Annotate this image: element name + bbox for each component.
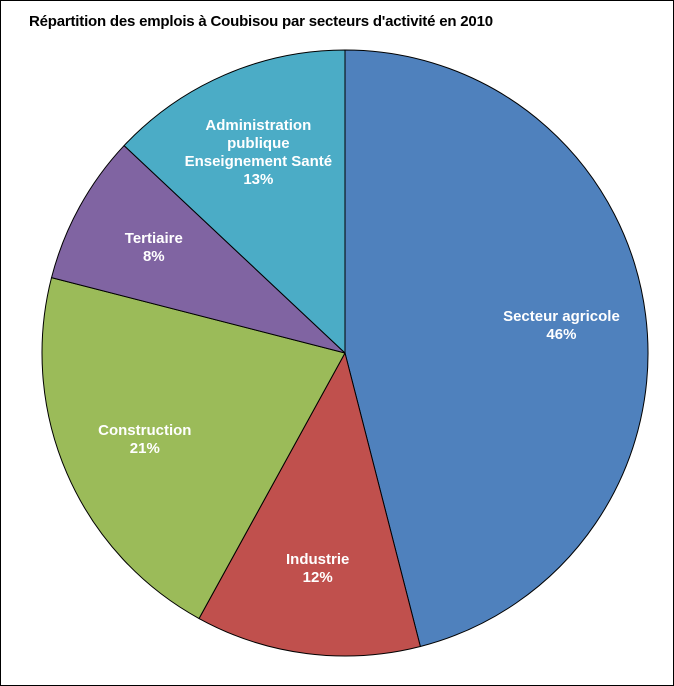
slice-label: Secteur agricole 46% [481, 308, 641, 344]
pie-slice [123, 49, 346, 355]
slice-label: Industrie 12% [238, 551, 398, 587]
pie-slice [41, 277, 346, 620]
category-label: Secteur agricole [503, 307, 620, 325]
category-label: Industrie [285, 551, 350, 569]
value-label: 46% [546, 325, 577, 343]
pie-slice [50, 144, 346, 354]
value-label: 21% [129, 439, 160, 457]
slice-label: Tertiaire 8% [74, 230, 234, 266]
slice-label: Construction 21% [65, 422, 225, 458]
category-label: Tertiaire [124, 229, 183, 247]
slice-label: Administration publique Enseignement San… [178, 117, 338, 189]
category-label: Administration publique Enseignement San… [184, 116, 333, 170]
chart-title: Répartition des emplois à Coubisou par s… [29, 13, 493, 30]
value-label: 8% [142, 247, 165, 265]
pie-slice [198, 351, 421, 657]
category-label: Construction [98, 421, 192, 439]
value-label: 13% [243, 170, 274, 188]
value-label: 12% [302, 569, 333, 587]
pie-slice [344, 49, 649, 648]
